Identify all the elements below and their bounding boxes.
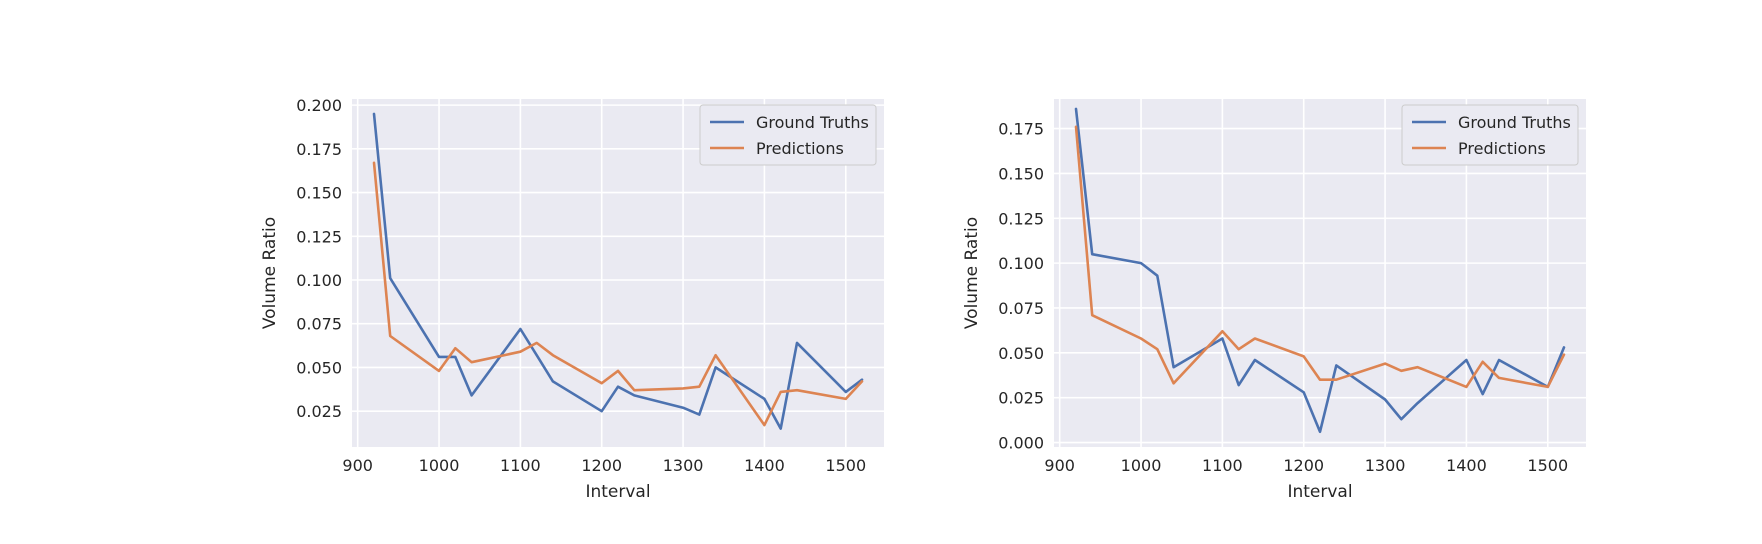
x-tick-label: 1100: [1202, 456, 1243, 475]
x-tick-label: 1000: [419, 456, 460, 475]
x-tick-label: 1200: [581, 456, 622, 475]
x-tick-label: 900: [1044, 456, 1075, 475]
legend: Ground Truths Predictions: [1401, 104, 1579, 166]
y-tick-label: 0.000: [998, 434, 1044, 453]
y-axis-label: Volume Ratio: [962, 217, 982, 329]
chart-left: 900 1000 1100 1200 1300 1400 1500 0.025 0.050 0.0…: [260, 96, 884, 502]
x-axis-label: Interval: [585, 482, 650, 502]
x-tick-label: 1400: [744, 456, 785, 475]
y-tick-label: 0.200: [296, 96, 342, 115]
x-axis-label: Interval: [1287, 482, 1352, 502]
y-tick-label: 0.150: [296, 184, 342, 203]
legend-box: [1401, 104, 1579, 166]
x-tick-label: 1500: [825, 456, 866, 475]
legend-label: Predictions: [756, 139, 844, 158]
y-tick-label: 0.175: [998, 120, 1044, 139]
x-tick-label: 1300: [1365, 456, 1406, 475]
y-tick-label: 0.125: [296, 227, 342, 246]
x-tick-label: 1500: [1527, 456, 1568, 475]
x-tick-label: 900: [342, 456, 373, 475]
chart-right: 900 1000 1100 1200 1300 1400 1500 0.000 0.025 0.0…: [962, 99, 1586, 502]
y-tick-label: 0.025: [296, 402, 342, 421]
series-line-ground-truths: [1074, 107, 1566, 434]
x-tick-label: 1400: [1446, 456, 1487, 475]
legend: Ground Truths Predictions: [699, 104, 877, 166]
series-line-ground-truths: [372, 112, 864, 430]
y-tick-label: 0.050: [998, 344, 1044, 363]
legend-label: Predictions: [1458, 139, 1546, 158]
y-tick-label: 0.025: [998, 389, 1044, 408]
y-tick-label: 0.075: [998, 299, 1044, 318]
y-tick-label: 0.050: [296, 358, 342, 377]
legend-box: [699, 104, 877, 166]
y-tick-label: 0.125: [998, 209, 1044, 228]
y-tick-label: 0.100: [296, 271, 342, 290]
x-tick-label: 1200: [1283, 456, 1324, 475]
y-axis-label: Volume Ratio: [260, 217, 280, 329]
series-line-predictions: [372, 161, 864, 427]
y-tick-label: 0.175: [296, 140, 342, 159]
y-tick-label: 0.100: [998, 254, 1044, 273]
series-line-predictions: [1074, 125, 1566, 389]
y-tick-label: 0.150: [998, 164, 1044, 183]
legend-label: Ground Truths: [1458, 113, 1571, 132]
x-tick-label: 1000: [1121, 456, 1162, 475]
y-tick-label: 0.075: [296, 315, 342, 334]
x-tick-label: 1100: [500, 456, 541, 475]
legend-label: Ground Truths: [756, 113, 869, 132]
x-tick-label: 1300: [663, 456, 704, 475]
